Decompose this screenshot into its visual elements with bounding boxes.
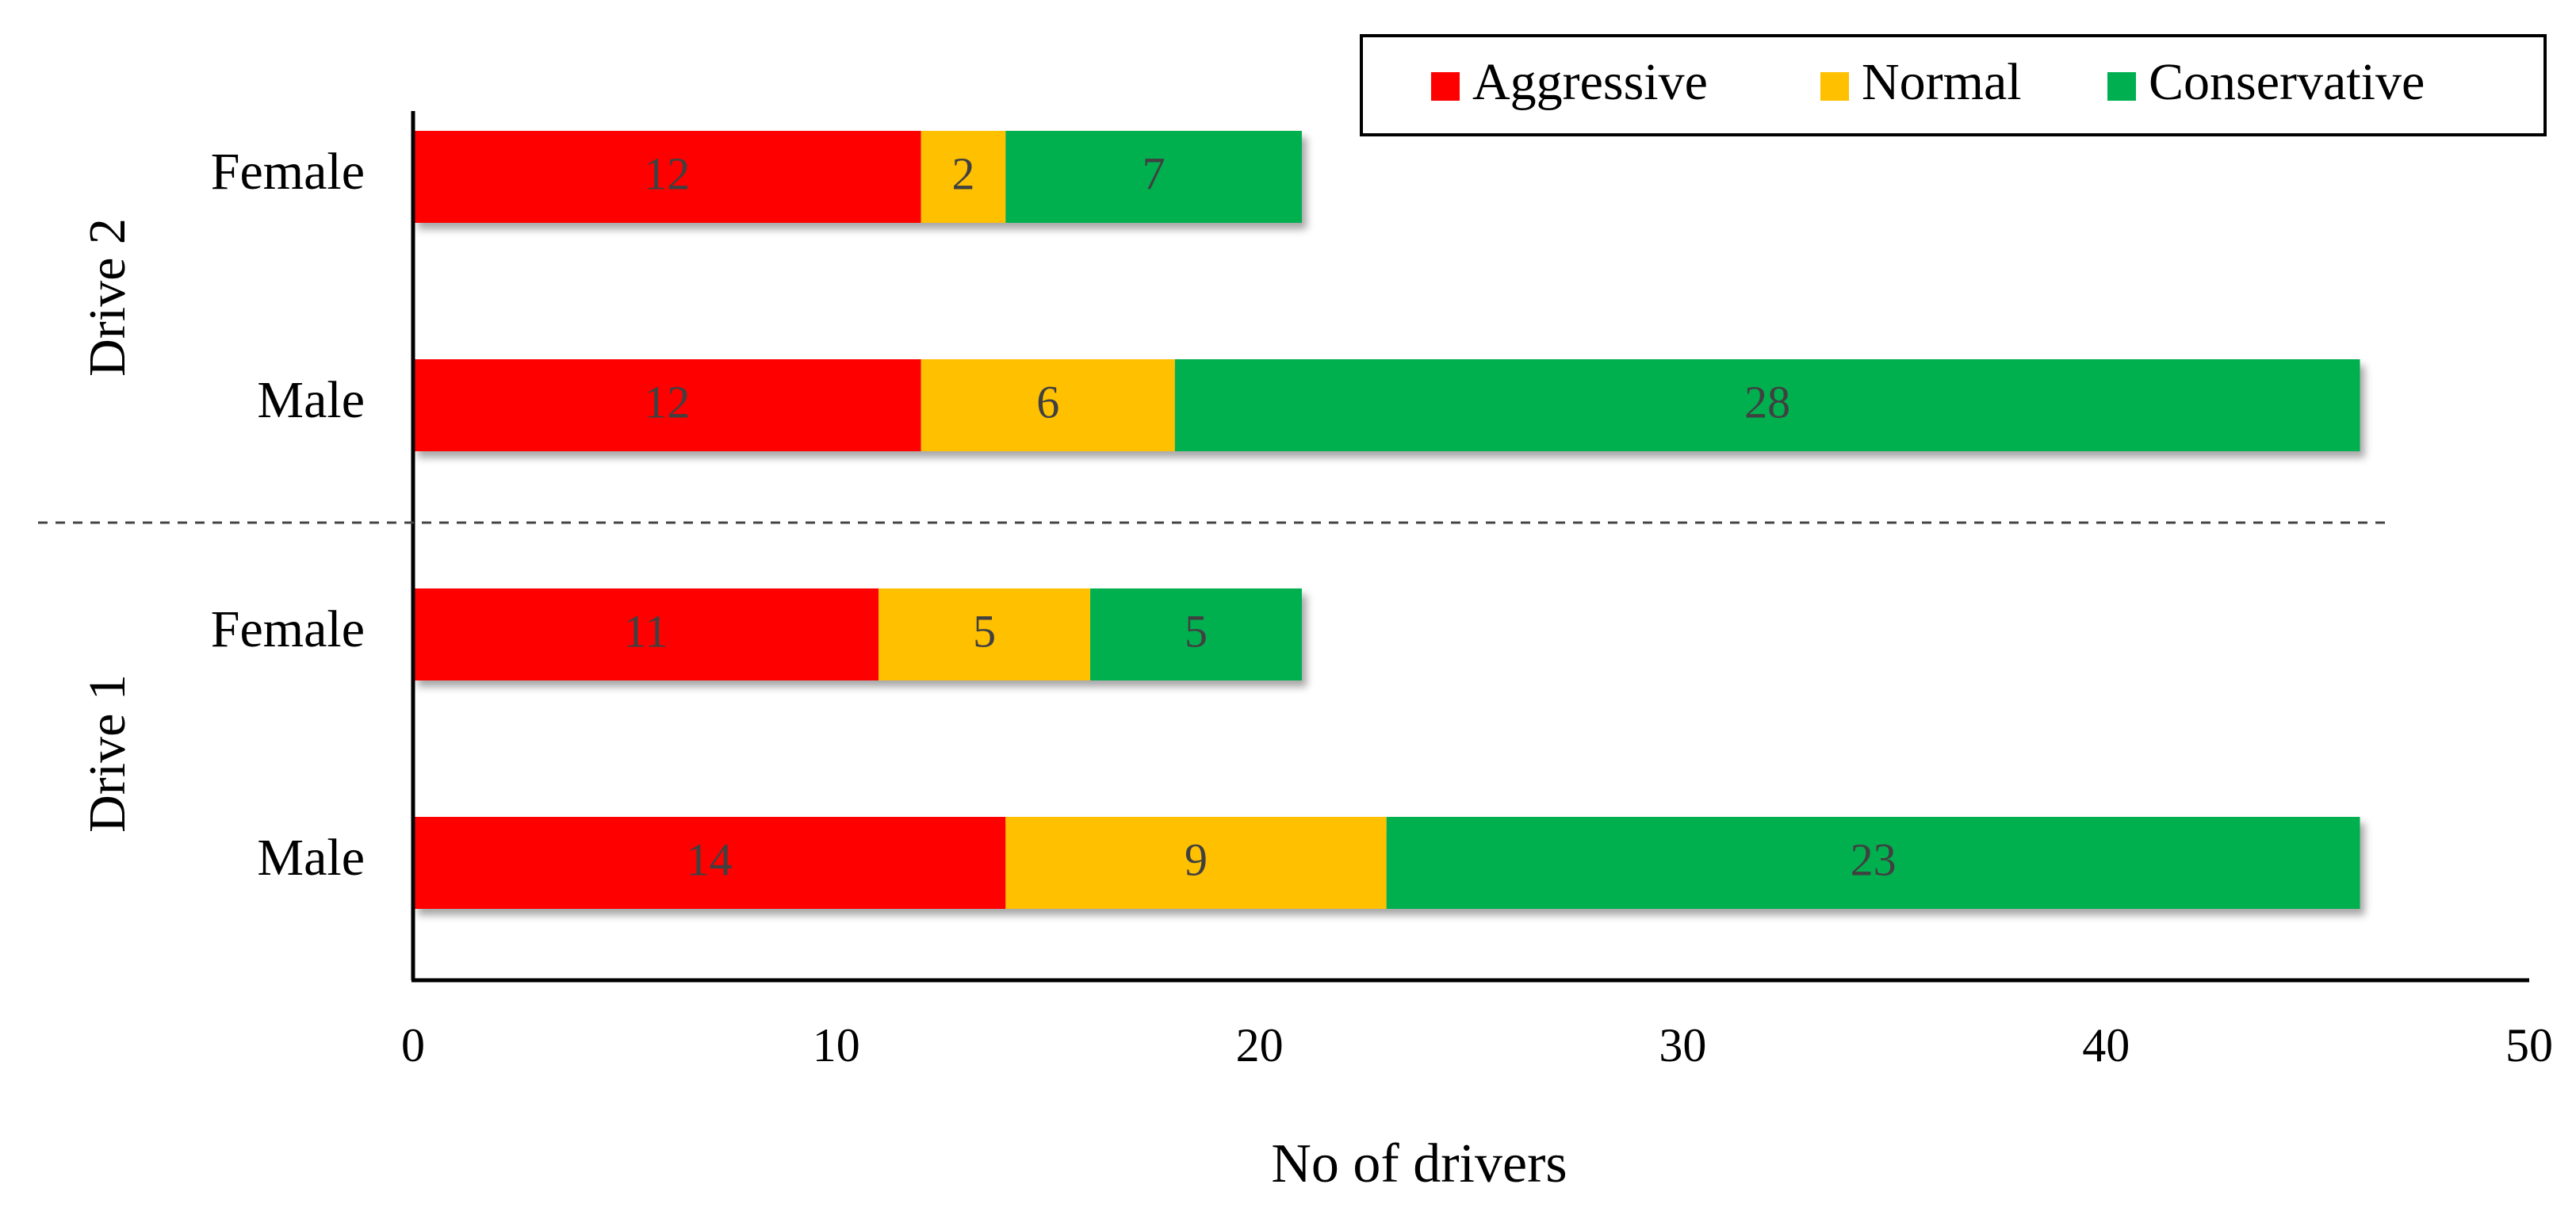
data-label-conservative: 5 — [1185, 605, 1208, 657]
bar-segment-normal — [878, 588, 1091, 680]
x-tick-label: 50 — [2505, 1019, 2553, 1071]
category-labels: Female Male Female Male — [211, 143, 365, 887]
data-label-aggressive: 12 — [644, 376, 690, 427]
data-label-aggressive: 11 — [624, 605, 668, 657]
bar-row-drive-2-male — [413, 359, 2360, 451]
legend-swatch-aggressive — [1431, 72, 1460, 101]
category-label-female: Female — [211, 600, 365, 658]
category-label-female: Female — [211, 143, 365, 201]
legend-swatch-normal — [1820, 72, 1849, 101]
bar-row-drive-2-female — [413, 131, 1302, 223]
bar-segment-conservative — [1090, 588, 1302, 680]
group-labels: Drive 2 Drive 1 — [78, 218, 136, 833]
bar-segment-aggressive — [413, 588, 879, 680]
legend-label-aggressive: Aggressive — [1472, 53, 1708, 111]
legend-swatch-conservative — [2107, 72, 2136, 101]
group-label-drive-1: Drive 1 — [78, 674, 136, 833]
data-label-conservative: 7 — [1143, 148, 1166, 199]
data-label-normal: 5 — [973, 605, 996, 657]
legend-label-normal: Normal — [1862, 53, 2022, 111]
bars-layer — [413, 131, 2360, 909]
bar-row-drive-1-male — [413, 817, 2360, 909]
bar-segment-conservative — [1386, 817, 2360, 909]
category-label-male: Male — [257, 371, 365, 429]
data-label-conservative: 23 — [1851, 834, 1897, 885]
bar-segment-aggressive — [413, 131, 921, 223]
x-tick-label: 10 — [813, 1019, 860, 1071]
bar-segment-aggressive — [413, 359, 921, 451]
bar-segment-conservative — [1174, 359, 2360, 451]
group-label-drive-2: Drive 2 — [78, 218, 136, 377]
data-label-normal: 9 — [1185, 834, 1208, 885]
bar-segment-aggressive — [413, 817, 1006, 909]
x-tick-label: 20 — [1236, 1019, 1284, 1071]
legend: Aggressive Normal Conservative — [1360, 34, 2547, 136]
category-label-male: Male — [257, 829, 365, 887]
x-axis-title: No of drivers — [1271, 1133, 1567, 1194]
x-tick-label: 30 — [1659, 1019, 1706, 1071]
bar-segment-conservative — [1005, 131, 1302, 223]
legend-label-conservative: Conservative — [2149, 53, 2425, 111]
x-tick-labels: 0 10 20 30 40 50 — [401, 1019, 2553, 1071]
bar-segment-normal — [921, 131, 1006, 223]
x-tick-label: 40 — [2082, 1019, 2130, 1071]
x-tick-label: 0 — [401, 1019, 425, 1071]
legend-frame — [1360, 34, 2547, 136]
data-label-aggressive: 14 — [687, 834, 733, 885]
data-label-normal: 2 — [951, 148, 974, 199]
bar-row-drive-1-female — [413, 588, 1302, 680]
data-label-conservative: 28 — [1744, 376, 1790, 427]
legend-items: Aggressive Normal Conservative — [1431, 53, 2425, 111]
bar-segment-normal — [1005, 817, 1387, 909]
legend-item-normal: Normal — [1820, 53, 2022, 111]
data-label-normal: 6 — [1036, 376, 1059, 427]
legend-item-conservative: Conservative — [2107, 53, 2425, 111]
data-labels-layer: 12 2 7 12 6 28 11 5 5 14 9 23 — [624, 148, 1897, 885]
legend-item-aggressive: Aggressive — [1431, 53, 1708, 111]
bar-segment-normal — [921, 359, 1175, 451]
data-label-aggressive: 12 — [644, 148, 690, 199]
